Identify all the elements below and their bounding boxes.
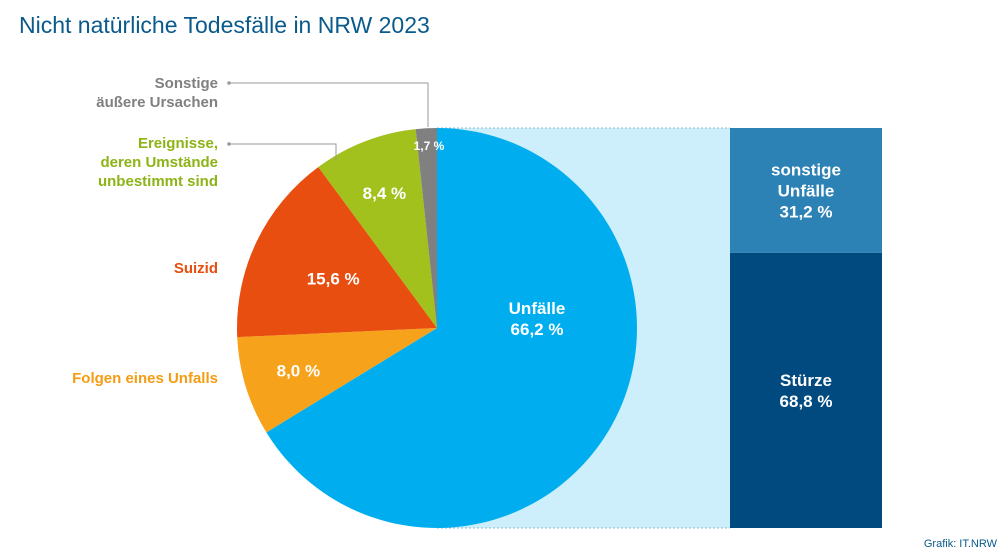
- pie-label-ereignisse: 8,4 %: [363, 184, 406, 203]
- pie-slice-ereignisse: [318, 129, 437, 328]
- category-label-folgen: Folgen eines Unfalls: [72, 370, 218, 387]
- category-label-suizid: Suizid: [174, 260, 218, 277]
- bar-segment-stuerze: [730, 252, 882, 529]
- pie-label-folgen: 8,0 %: [277, 361, 320, 380]
- chart-title: Nicht natürliche Todesfälle in NRW 2023: [19, 12, 430, 38]
- pie-label-unfaelle: Unfälle 66,2 %: [509, 299, 566, 339]
- category-label-sonstige_aeussere: Sonstige äußere Ursachen: [96, 75, 218, 111]
- leader-line-sonstige: [229, 82, 429, 127]
- leader-line-ereignisse: [229, 143, 337, 160]
- pie-slice-suizid: [237, 167, 437, 338]
- bar-segment-sonstige_unfaelle: [730, 128, 882, 253]
- pie-slice-unfaelle: [266, 128, 637, 528]
- bar-label-stuerze: Stürze 68,8 %: [780, 371, 833, 411]
- pie-label-sonstige_aeussere: 1,7 %: [414, 139, 445, 153]
- pie-slice-folgen: [237, 328, 437, 433]
- bar-label-sonstige_unfaelle: sonstige Unfälle 31,2 %: [771, 160, 841, 221]
- category-label-ereignisse: Ereignisse, deren Umstände unbestimmt sind: [98, 135, 218, 190]
- pie-slice-sonstige_aeussere: [415, 128, 437, 328]
- credit-text: Grafik: IT.NRW: [923, 538, 997, 550]
- pie-label-suizid: 15,6 %: [307, 269, 360, 288]
